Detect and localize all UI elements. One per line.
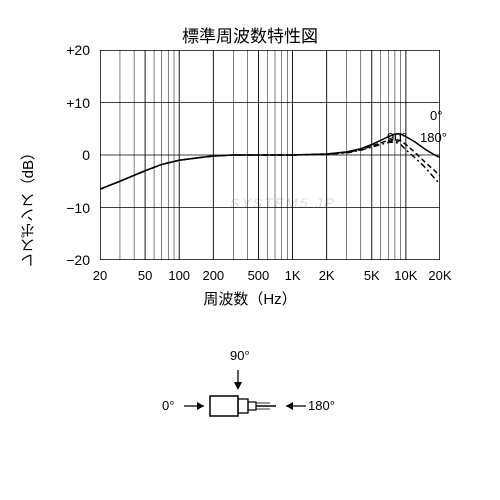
x-tick-label: 200 <box>202 268 224 283</box>
y-tick-label: −20 <box>66 252 90 268</box>
figure-container: 標準周波数特性図 レスポンス（dB） 周波数（Hz） −20−100+10+20… <box>0 0 500 500</box>
y-tick-label: +10 <box>66 95 90 111</box>
diagram-label-0: 0° <box>162 398 174 413</box>
x-tick-label: 10K <box>394 268 417 283</box>
series-label-0deg: 0° <box>430 108 442 123</box>
y-tick-label: +20 <box>66 42 90 58</box>
series-180deg <box>100 142 440 189</box>
series-label-90deg: 90° <box>387 130 407 145</box>
mic-connector-icon <box>238 399 248 413</box>
mic-body-icon <box>210 396 238 416</box>
series-90deg <box>100 139 440 189</box>
x-tick-label: 20 <box>93 268 107 283</box>
x-tick-label: 100 <box>168 268 190 283</box>
frequency-response-chart <box>100 50 440 260</box>
x-tick-label: 20K <box>428 268 451 283</box>
diagram-label-180: 180° <box>308 398 335 413</box>
y-tick-label: 0 <box>82 147 90 163</box>
x-tick-label: 5K <box>364 268 380 283</box>
y-axis-label: レスポンス（dB） <box>18 145 39 268</box>
arrow-90-icon <box>234 382 242 390</box>
series-label-180deg: 180° <box>420 130 447 145</box>
y-tick-label: −10 <box>66 200 90 216</box>
arrow-0-icon <box>197 402 204 410</box>
x-tick-label: 1K <box>285 268 301 283</box>
x-tick-label: 2K <box>319 268 335 283</box>
x-tick-label: 500 <box>248 268 270 283</box>
x-tick-label: 50 <box>138 268 152 283</box>
mic-plug-icon <box>248 402 256 410</box>
mic-orientation-diagram <box>150 340 350 440</box>
diagram-label-90: 90° <box>230 348 250 363</box>
x-axis-label: 周波数（Hz） <box>0 288 500 309</box>
arrow-180-icon <box>286 402 293 410</box>
